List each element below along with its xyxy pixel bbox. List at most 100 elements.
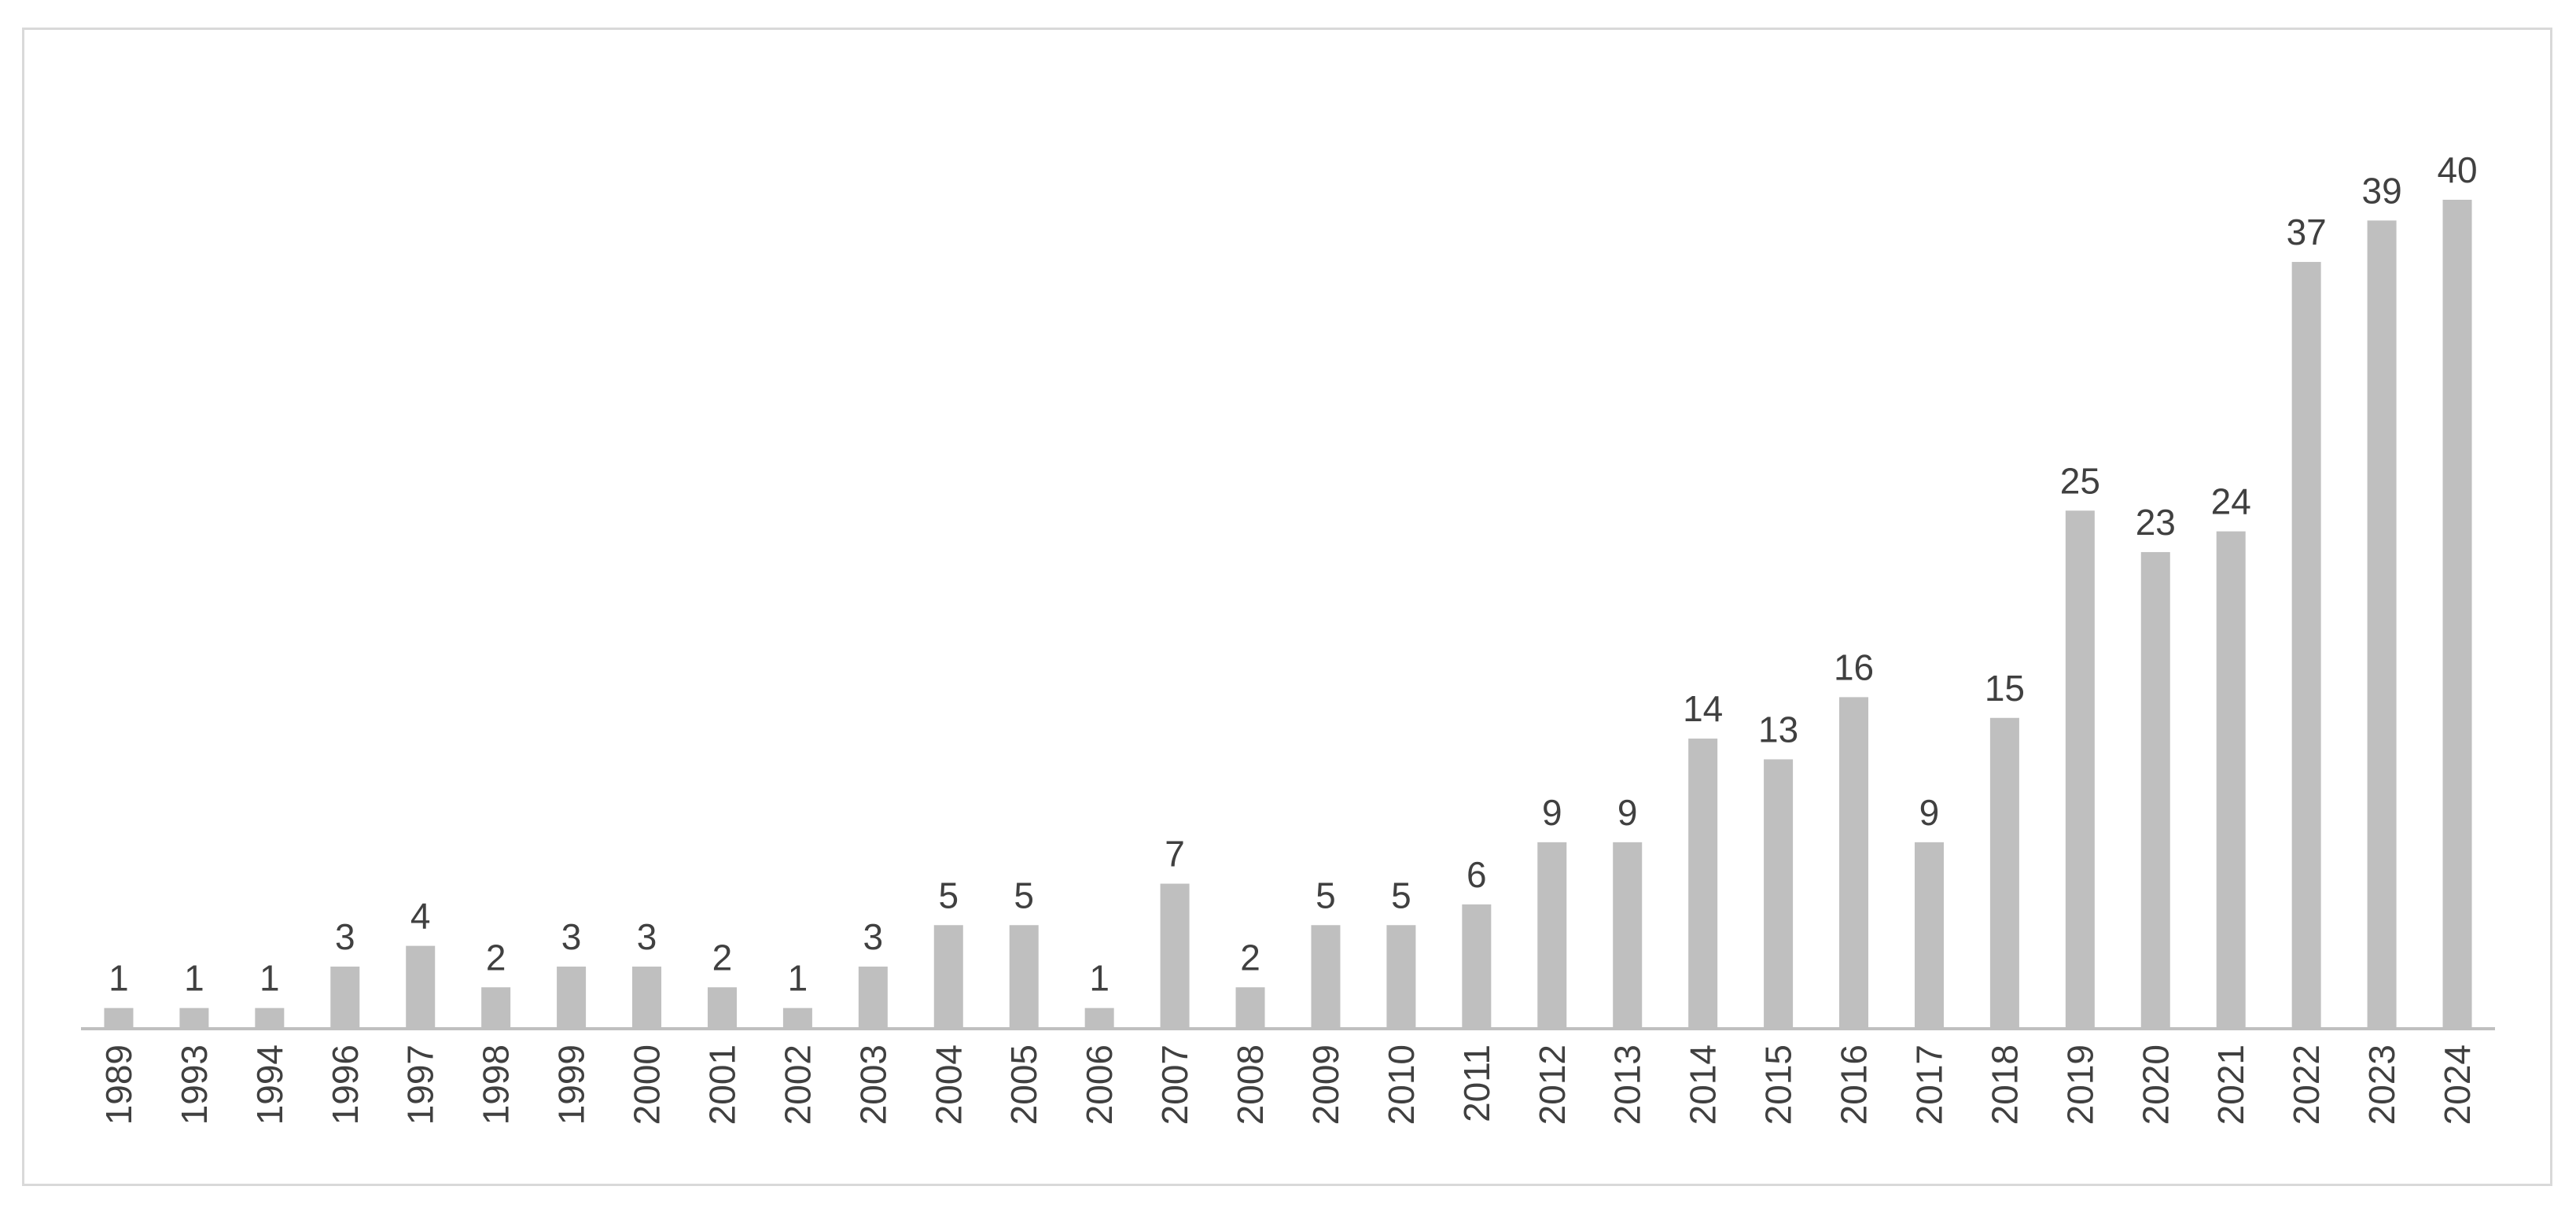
x-tick-label-2004: 2004 [928,1044,969,1125]
x-tick-label-2000: 2000 [627,1044,668,1125]
x-tick-label-1993: 1993 [174,1044,215,1125]
data-label-1998: 2 [486,937,506,978]
bar-2013 [1613,842,1643,1029]
bar-2020 [2140,551,2170,1029]
x-tick-label-2012: 2012 [1532,1044,1573,1125]
bar-2010 [1386,925,1416,1029]
bar-2000 [632,966,662,1029]
x-tick-labels-layer: 1989 1993 1994 1996 1997 1998 1999 2000 2001 2002… [98,1044,2478,1125]
data-label-2016: 16 [1834,647,1874,687]
bar-2016 [1839,697,1869,1029]
data-label-2004: 5 [938,875,959,915]
bar-1997 [406,945,436,1029]
data-label-2007: 7 [1165,834,1185,875]
bar-2008 [1235,987,1265,1029]
x-tick-label-2020: 2020 [2135,1044,2176,1125]
x-tick-label-2005: 2005 [1003,1044,1044,1125]
bar-2009 [1311,925,1341,1029]
bar-2007 [1160,883,1190,1029]
bar-2001 [707,987,737,1029]
data-label-2012: 9 [1542,792,1562,833]
x-tick-label-2011: 2011 [1456,1044,1497,1122]
data-label-2013: 9 [1617,792,1638,833]
bar-2006 [1084,1008,1114,1029]
data-label-2018: 15 [1985,668,2025,709]
bar-2005 [1009,925,1039,1029]
data-label-2000: 3 [637,916,657,957]
data-label-2023: 39 [2362,170,2402,211]
x-tick-label-2015: 2015 [1758,1044,1799,1125]
x-tick-label-2003: 2003 [852,1044,893,1125]
x-tick-label-2018: 2018 [1984,1044,2025,1125]
x-tick-label-1998: 1998 [476,1044,517,1125]
x-tick-label-2024: 2024 [2437,1044,2478,1125]
data-label-2006: 1 [1089,958,1110,999]
x-tick-label-2017: 2017 [1908,1044,1949,1125]
x-tick-label-2021: 2021 [2210,1044,2251,1125]
data-label-2015: 13 [1758,709,1798,750]
bar-2023 [2367,220,2397,1030]
bar-2019 [2065,510,2095,1029]
bar-1998 [481,987,511,1029]
x-tick-label-1999: 1999 [551,1044,592,1125]
data-label-2002: 1 [788,958,808,999]
data-label-1993: 1 [184,958,204,999]
bar-2022 [2291,262,2321,1029]
bar-2014 [1688,739,1718,1029]
bar-2015 [1764,759,1794,1029]
data-label-2008: 2 [1240,937,1260,978]
data-label-2005: 5 [1014,875,1034,915]
bar-1994 [255,1008,285,1029]
data-label-2019: 25 [2060,460,2100,501]
data-label-2024: 40 [2437,149,2477,190]
x-tick-label-2002: 2002 [777,1044,818,1125]
x-tick-label-1996: 1996 [325,1044,366,1125]
x-tick-label-2008: 2008 [1230,1044,1271,1125]
bar-2003 [858,966,888,1029]
bar-1993 [179,1008,209,1029]
data-label-2010: 5 [1391,875,1411,915]
data-label-2011: 6 [1466,854,1487,895]
x-tick-label-2007: 2007 [1154,1044,1195,1125]
x-tick-label-1997: 1997 [400,1044,441,1125]
bar-1999 [557,966,587,1029]
chart-frame: 1 1 1 3 4 2 3 3 2 1 3 5 5 1 7 2 5 5 6 9 9 14 13 16 9 15 25 23 24 37 39… [22,28,2552,1186]
data-label-2022: 37 [2287,212,2327,252]
data-label-1989: 1 [109,958,129,999]
bar-2024 [2442,200,2472,1029]
x-tick-label-2014: 2014 [1683,1044,1724,1125]
x-tick-label-1994: 1994 [249,1044,290,1125]
bar-2004 [933,925,963,1029]
data-label-2020: 23 [2136,502,2176,543]
data-label-2017: 9 [1919,792,1940,833]
bars-layer [104,200,2472,1030]
x-tick-label-2019: 2019 [2059,1044,2100,1125]
x-tick-label-2013: 2013 [1607,1044,1648,1125]
data-label-2009: 5 [1316,875,1336,915]
bar-1989 [104,1008,134,1029]
data-label-2014: 14 [1683,688,1723,729]
x-tick-label-2022: 2022 [2286,1044,2327,1125]
x-tick-label-1989: 1989 [98,1044,139,1125]
bar-2002 [782,1008,812,1029]
x-tick-label-2001: 2001 [701,1044,742,1125]
x-tick-label-2006: 2006 [1079,1044,1120,1125]
data-label-1996: 3 [335,916,355,957]
data-label-2001: 2 [712,937,733,978]
data-label-2003: 3 [863,916,884,957]
x-tick-label-2016: 2016 [1834,1044,1875,1125]
bar-2012 [1537,842,1567,1029]
data-label-1997: 4 [410,896,431,937]
x-tick-label-2010: 2010 [1381,1044,1422,1125]
data-label-2021: 24 [2211,481,2251,522]
data-label-1994: 1 [259,958,280,999]
bar-2018 [1989,717,2019,1029]
data-label-1999: 3 [561,916,582,957]
bar-1996 [330,966,360,1029]
bar-2021 [2216,531,2246,1029]
bar-2011 [1462,904,1492,1029]
x-tick-label-2023: 2023 [2361,1044,2402,1125]
x-tick-label-2009: 2009 [1305,1044,1346,1125]
